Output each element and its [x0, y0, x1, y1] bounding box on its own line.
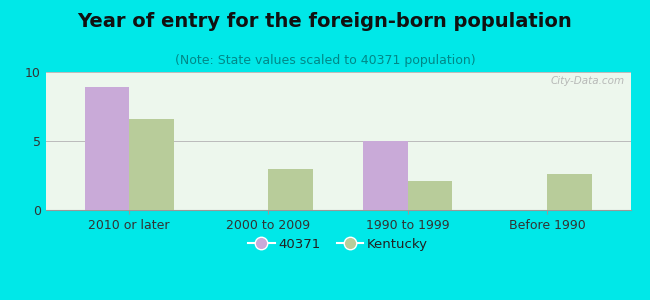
Bar: [84, 87, 129, 210]
Bar: [129, 119, 174, 210]
Text: Year of entry for the foreign-born population: Year of entry for the foreign-born popul…: [77, 12, 573, 31]
Bar: [408, 181, 452, 210]
Bar: [363, 141, 408, 210]
Bar: [547, 174, 592, 210]
Text: (Note: State values scaled to 40371 population): (Note: State values scaled to 40371 popu…: [175, 54, 475, 67]
Text: City-Data.com: City-Data.com: [551, 76, 625, 86]
Legend: 40371, Kentucky: 40371, Kentucky: [243, 232, 433, 256]
Bar: [268, 169, 313, 210]
